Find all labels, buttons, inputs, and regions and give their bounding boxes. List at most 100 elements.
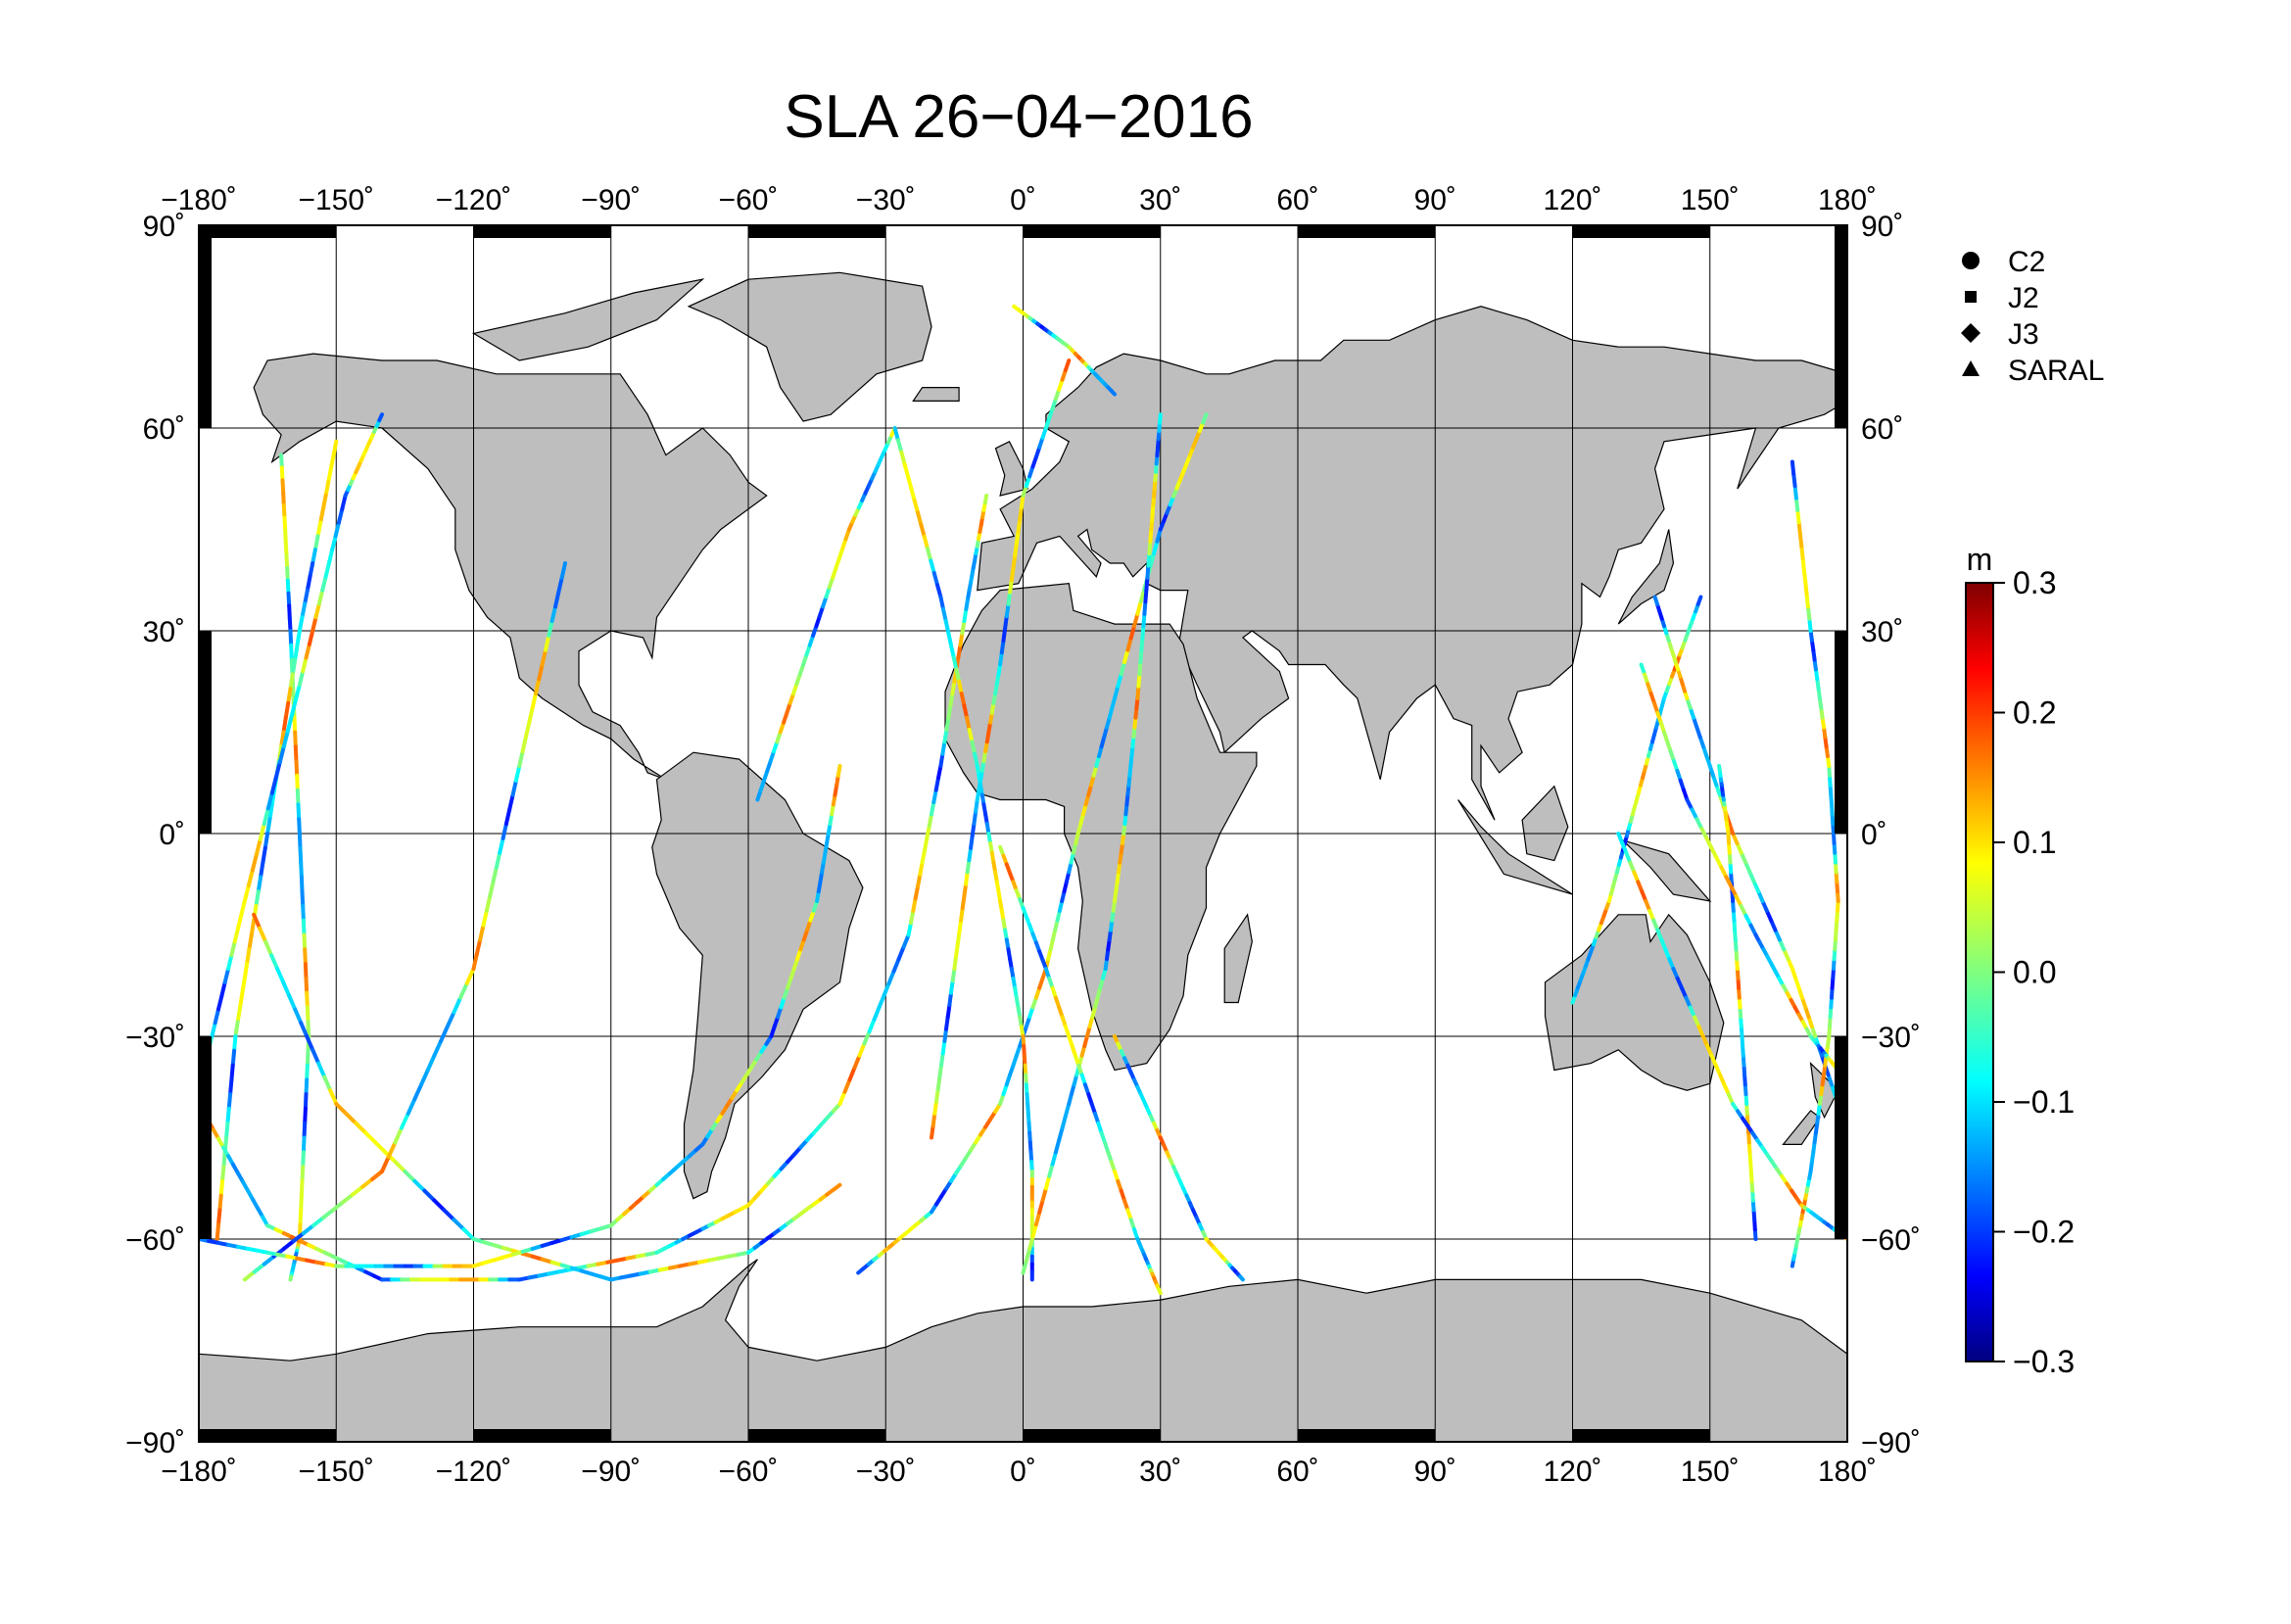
lon-tick-label-top: 60˚ [1276,184,1318,216]
track-segment [852,1053,862,1070]
track-segment [242,884,251,903]
track-segment [982,494,989,505]
track-segment [320,1208,335,1220]
track-segment [959,906,965,923]
track-segment [954,942,960,959]
land-south-america [651,751,864,1200]
track-segment [333,520,341,539]
track-segment [242,1269,257,1282]
track-segment [1060,1114,1068,1130]
legend-label: J3 [2008,318,2039,351]
track-segment [299,1178,305,1198]
track-segment [305,1048,310,1068]
track-segment [297,832,303,850]
track-segment [967,845,974,863]
border-seg-top [199,225,337,238]
lat-tick-label-left: −30˚ [125,1022,185,1054]
colorbar-tick-label: 0.3 [2013,565,2056,600]
lon-tick-label-bottom: −30˚ [856,1456,916,1488]
track-segment [949,643,956,660]
lon-tick-label-top: −150˚ [298,184,374,216]
track-segment [239,899,247,917]
track-segment [877,993,886,1010]
track-segment [944,715,951,732]
track-segment [1800,556,1806,573]
track-segment [967,728,975,744]
track-segment [286,591,292,608]
track-segment [252,1262,266,1274]
lon-tick-label-bottom: 150˚ [1681,1456,1740,1488]
track-segment [513,764,522,783]
lat-tick-label-right: 90˚ [1861,211,1903,243]
track-segment [1652,595,1659,606]
track-segment [1790,459,1796,476]
track-segment [425,1053,437,1073]
track-segment [1040,1186,1048,1203]
track-segment [312,534,320,552]
track-segment [293,744,299,764]
land-madagascar [1223,913,1253,1004]
track-segment [1004,601,1011,619]
legend-label: C2 [2008,246,2045,278]
track-segment [303,1092,309,1111]
track-segment [283,541,289,558]
track-segment [210,1021,217,1038]
track-segment [294,759,300,778]
track-segment [931,570,939,588]
track-segment [1122,647,1130,664]
track-segment [302,932,308,952]
altimetry-tracks [199,304,1847,1296]
track-segment [1238,1274,1245,1282]
track-segment [520,735,528,754]
circle-marker-icon [1962,252,1980,269]
track-segment [286,687,293,705]
track-segment [432,1038,444,1058]
track-segment [948,692,955,708]
lon-labels-top: −180˚ −150˚ −120˚ −90˚ −60˚ −30˚ 0˚ 30˚ 60˚ 90˚ 12… [161,184,1877,216]
track-segment [240,976,247,995]
track-segment [297,615,305,633]
track-segment [269,953,280,971]
track-15 [1570,595,1703,1005]
track-segment [899,450,907,466]
track-segment [1037,1198,1045,1215]
track-segment [279,465,285,483]
track-segment [491,865,499,884]
track-segment [474,937,483,957]
track-segment [935,583,943,599]
track-segment [323,480,331,498]
legend-label: J2 [2008,282,2039,314]
track-segment [222,967,231,984]
colorbar-tick-label: −0.1 [2013,1084,2075,1120]
track-segment [867,1017,877,1034]
lat-tick-label-right: −90˚ [1861,1427,1921,1459]
track-segment [299,1193,304,1213]
track-segment [523,720,532,740]
square-marker-icon [1965,291,1977,303]
colorbar-tick-label: 0.1 [2013,825,2056,860]
track-segment [909,486,917,502]
track-segment [281,491,286,507]
lat-tick-label-left: 30˚ [143,616,185,648]
land-japan [1617,529,1675,625]
track-segment [265,817,272,836]
track-3 [252,912,842,1282]
track-segment [1793,496,1800,512]
track-segment [303,947,308,967]
track-segment [295,788,301,807]
track-segment [285,565,290,583]
track-segment [1145,563,1151,580]
track-segment [293,683,302,702]
track-segment [1804,593,1810,609]
track-segment [1027,1234,1035,1251]
track-segment [1109,389,1117,397]
track-segment [305,1063,310,1082]
track-segment [1006,590,1013,606]
track-segment [300,601,308,620]
track-2 [199,494,989,1282]
track-segment [229,939,237,958]
track-segment [304,976,310,995]
border-seg-right [1835,1036,1847,1239]
track-segment [1128,624,1136,641]
